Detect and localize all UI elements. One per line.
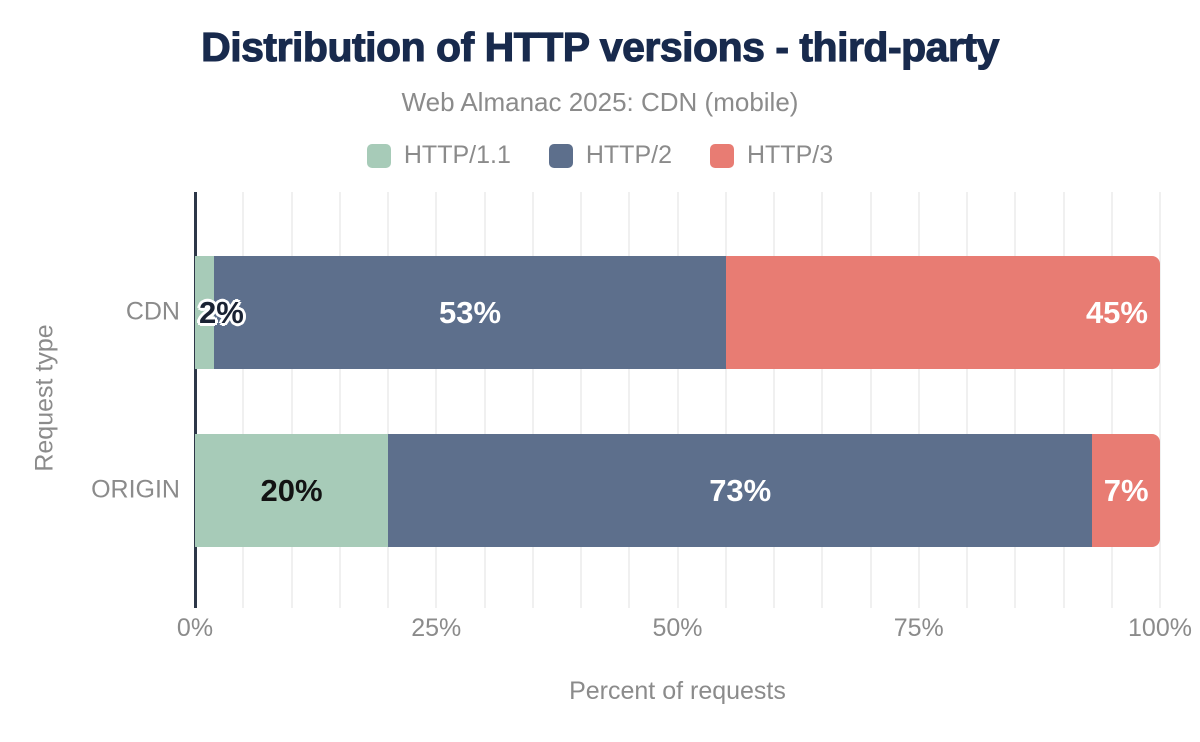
bar-cdn: 2% 53% 45% bbox=[195, 256, 1160, 369]
bar-origin: 20% 73% 7% bbox=[195, 434, 1160, 547]
gridline-65 bbox=[821, 192, 824, 608]
legend-swatch-http-2 bbox=[548, 143, 573, 168]
y-axis-line bbox=[194, 192, 197, 608]
legend-swatch-http-3 bbox=[709, 143, 734, 168]
gridline-95 bbox=[1110, 192, 1113, 608]
legend-swatch-http-1-1 bbox=[366, 143, 391, 168]
bar-segment-cdn-http-3: 45% bbox=[725, 256, 1160, 369]
gridline-25 bbox=[435, 192, 438, 608]
legend-label: HTTP/2 bbox=[585, 141, 672, 169]
gridline-35 bbox=[531, 192, 534, 608]
bar-value-label: 45% bbox=[1085, 294, 1148, 330]
legend-label: HTTP/1.1 bbox=[403, 141, 511, 169]
bar-value-label: 2% bbox=[199, 294, 244, 330]
legend-item-http-3: HTTP/3 bbox=[709, 141, 834, 170]
bar-value-label: 20% bbox=[260, 472, 323, 508]
x-axis-tick-labels: 0% 25% 50% 75% 100% bbox=[177, 614, 1192, 644]
bar-segment-origin-http-2: 73% bbox=[388, 434, 1093, 547]
gridline-55 bbox=[724, 192, 727, 608]
bar-value-label: 7% bbox=[1103, 472, 1149, 508]
gridline-30 bbox=[483, 192, 486, 608]
bar-segment-cdn-http-1-1: 2% bbox=[195, 256, 244, 369]
gridline-50 bbox=[676, 192, 679, 608]
gridline-40 bbox=[580, 192, 582, 608]
gridline-80 bbox=[966, 192, 968, 608]
bar-value-label: 73% bbox=[709, 472, 772, 508]
gridline-90 bbox=[1062, 192, 1065, 608]
gridline-20 bbox=[387, 192, 389, 608]
x-tick-0: 0% bbox=[176, 614, 214, 642]
plot-area: 2% 53% 45% 20% 73% 7% CDN ORIGIN bbox=[91, 192, 1161, 608]
gridline-70 bbox=[869, 192, 872, 608]
legend: HTTP/1.1 HTTP/2 HTTP/3 bbox=[0, 141, 1200, 170]
gridline-5 bbox=[242, 192, 245, 608]
gridline-85 bbox=[1014, 192, 1017, 608]
legend-item-http-2: HTTP/2 bbox=[548, 141, 672, 170]
bar-value-label: 53% bbox=[438, 294, 502, 330]
x-tick-50: 50% bbox=[652, 614, 703, 642]
bar-segment-origin-http-1-1: 20% bbox=[195, 434, 388, 547]
gridline-10 bbox=[290, 192, 293, 608]
chart-title: Distribution of HTTP versions - third-pa… bbox=[201, 23, 1000, 70]
bar-segment-cdn-http-2: 53% bbox=[214, 256, 726, 369]
legend-label: HTTP/3 bbox=[746, 141, 834, 169]
gridline-45 bbox=[628, 192, 631, 608]
x-tick-75: 75% bbox=[893, 614, 944, 642]
x-tick-25: 25% bbox=[411, 614, 462, 642]
y-category-label-origin: ORIGIN bbox=[91, 475, 180, 504]
y-axis-title: Request type bbox=[30, 324, 59, 472]
x-tick-100: 100% bbox=[1128, 614, 1192, 642]
bar-segment-origin-http-3: 7% bbox=[1092, 434, 1160, 547]
gridline-60 bbox=[773, 192, 775, 608]
y-category-label-cdn: CDN bbox=[125, 297, 180, 326]
gridline-15 bbox=[338, 192, 341, 608]
chart-subtitle: Web Almanac 2025: CDN (mobile) bbox=[401, 87, 799, 117]
gridline-100 bbox=[1159, 192, 1161, 608]
legend-item-http-1-1: HTTP/1.1 bbox=[366, 141, 511, 170]
gridline-75 bbox=[917, 192, 920, 608]
x-axis-title: Percent of requests bbox=[569, 677, 786, 705]
